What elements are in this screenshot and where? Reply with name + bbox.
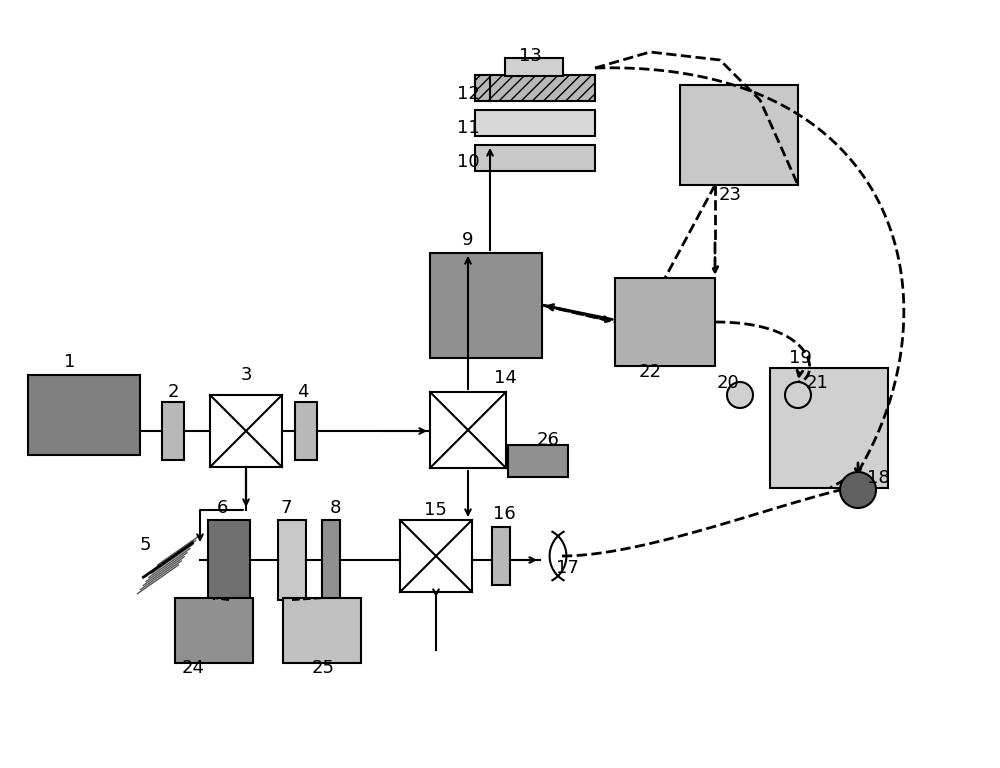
Bar	[430, 392, 506, 468]
Bar	[175, 598, 253, 663]
Text: 3: 3	[240, 366, 252, 384]
Text: 6: 6	[216, 499, 228, 517]
Bar	[615, 278, 715, 366]
Text: 7: 7	[280, 499, 292, 517]
Bar	[400, 520, 472, 592]
Bar	[680, 85, 798, 185]
Text: 19: 19	[789, 349, 811, 367]
Text: 2: 2	[167, 383, 179, 401]
Text: 18: 18	[867, 469, 889, 487]
Text: 4: 4	[297, 383, 309, 401]
Bar	[475, 75, 595, 101]
Bar	[508, 445, 568, 477]
Circle shape	[785, 382, 811, 408]
Text: 14: 14	[494, 369, 516, 387]
Bar	[278, 520, 306, 600]
Text: 21: 21	[806, 374, 828, 392]
Bar	[295, 402, 317, 460]
Text: 1: 1	[64, 353, 76, 371]
Circle shape	[840, 472, 876, 508]
Text: 17: 17	[556, 559, 578, 577]
Text: 23: 23	[718, 186, 742, 204]
Bar	[430, 253, 542, 358]
Text: 24: 24	[182, 659, 205, 677]
Bar	[322, 520, 340, 600]
Text: 25: 25	[312, 659, 334, 677]
Text: 8: 8	[329, 499, 341, 517]
Circle shape	[727, 382, 753, 408]
Text: 11: 11	[457, 119, 479, 137]
Text: 13: 13	[519, 47, 541, 65]
Bar	[475, 110, 595, 136]
Bar	[505, 58, 563, 76]
Bar	[475, 145, 595, 171]
Bar	[28, 375, 140, 455]
Text: 22: 22	[639, 363, 662, 381]
Bar	[492, 527, 510, 585]
Bar	[210, 395, 282, 467]
Bar	[283, 598, 361, 663]
Text: 15: 15	[424, 501, 446, 519]
Bar	[770, 368, 888, 488]
Text: 12: 12	[457, 85, 479, 103]
Text: 26: 26	[537, 431, 559, 449]
Text: 16: 16	[493, 505, 515, 523]
Text: 10: 10	[457, 153, 479, 171]
Bar	[208, 520, 250, 600]
Text: 5: 5	[139, 536, 151, 554]
Text: 9: 9	[462, 231, 474, 249]
Text: 20: 20	[717, 374, 739, 392]
Bar	[162, 402, 184, 460]
